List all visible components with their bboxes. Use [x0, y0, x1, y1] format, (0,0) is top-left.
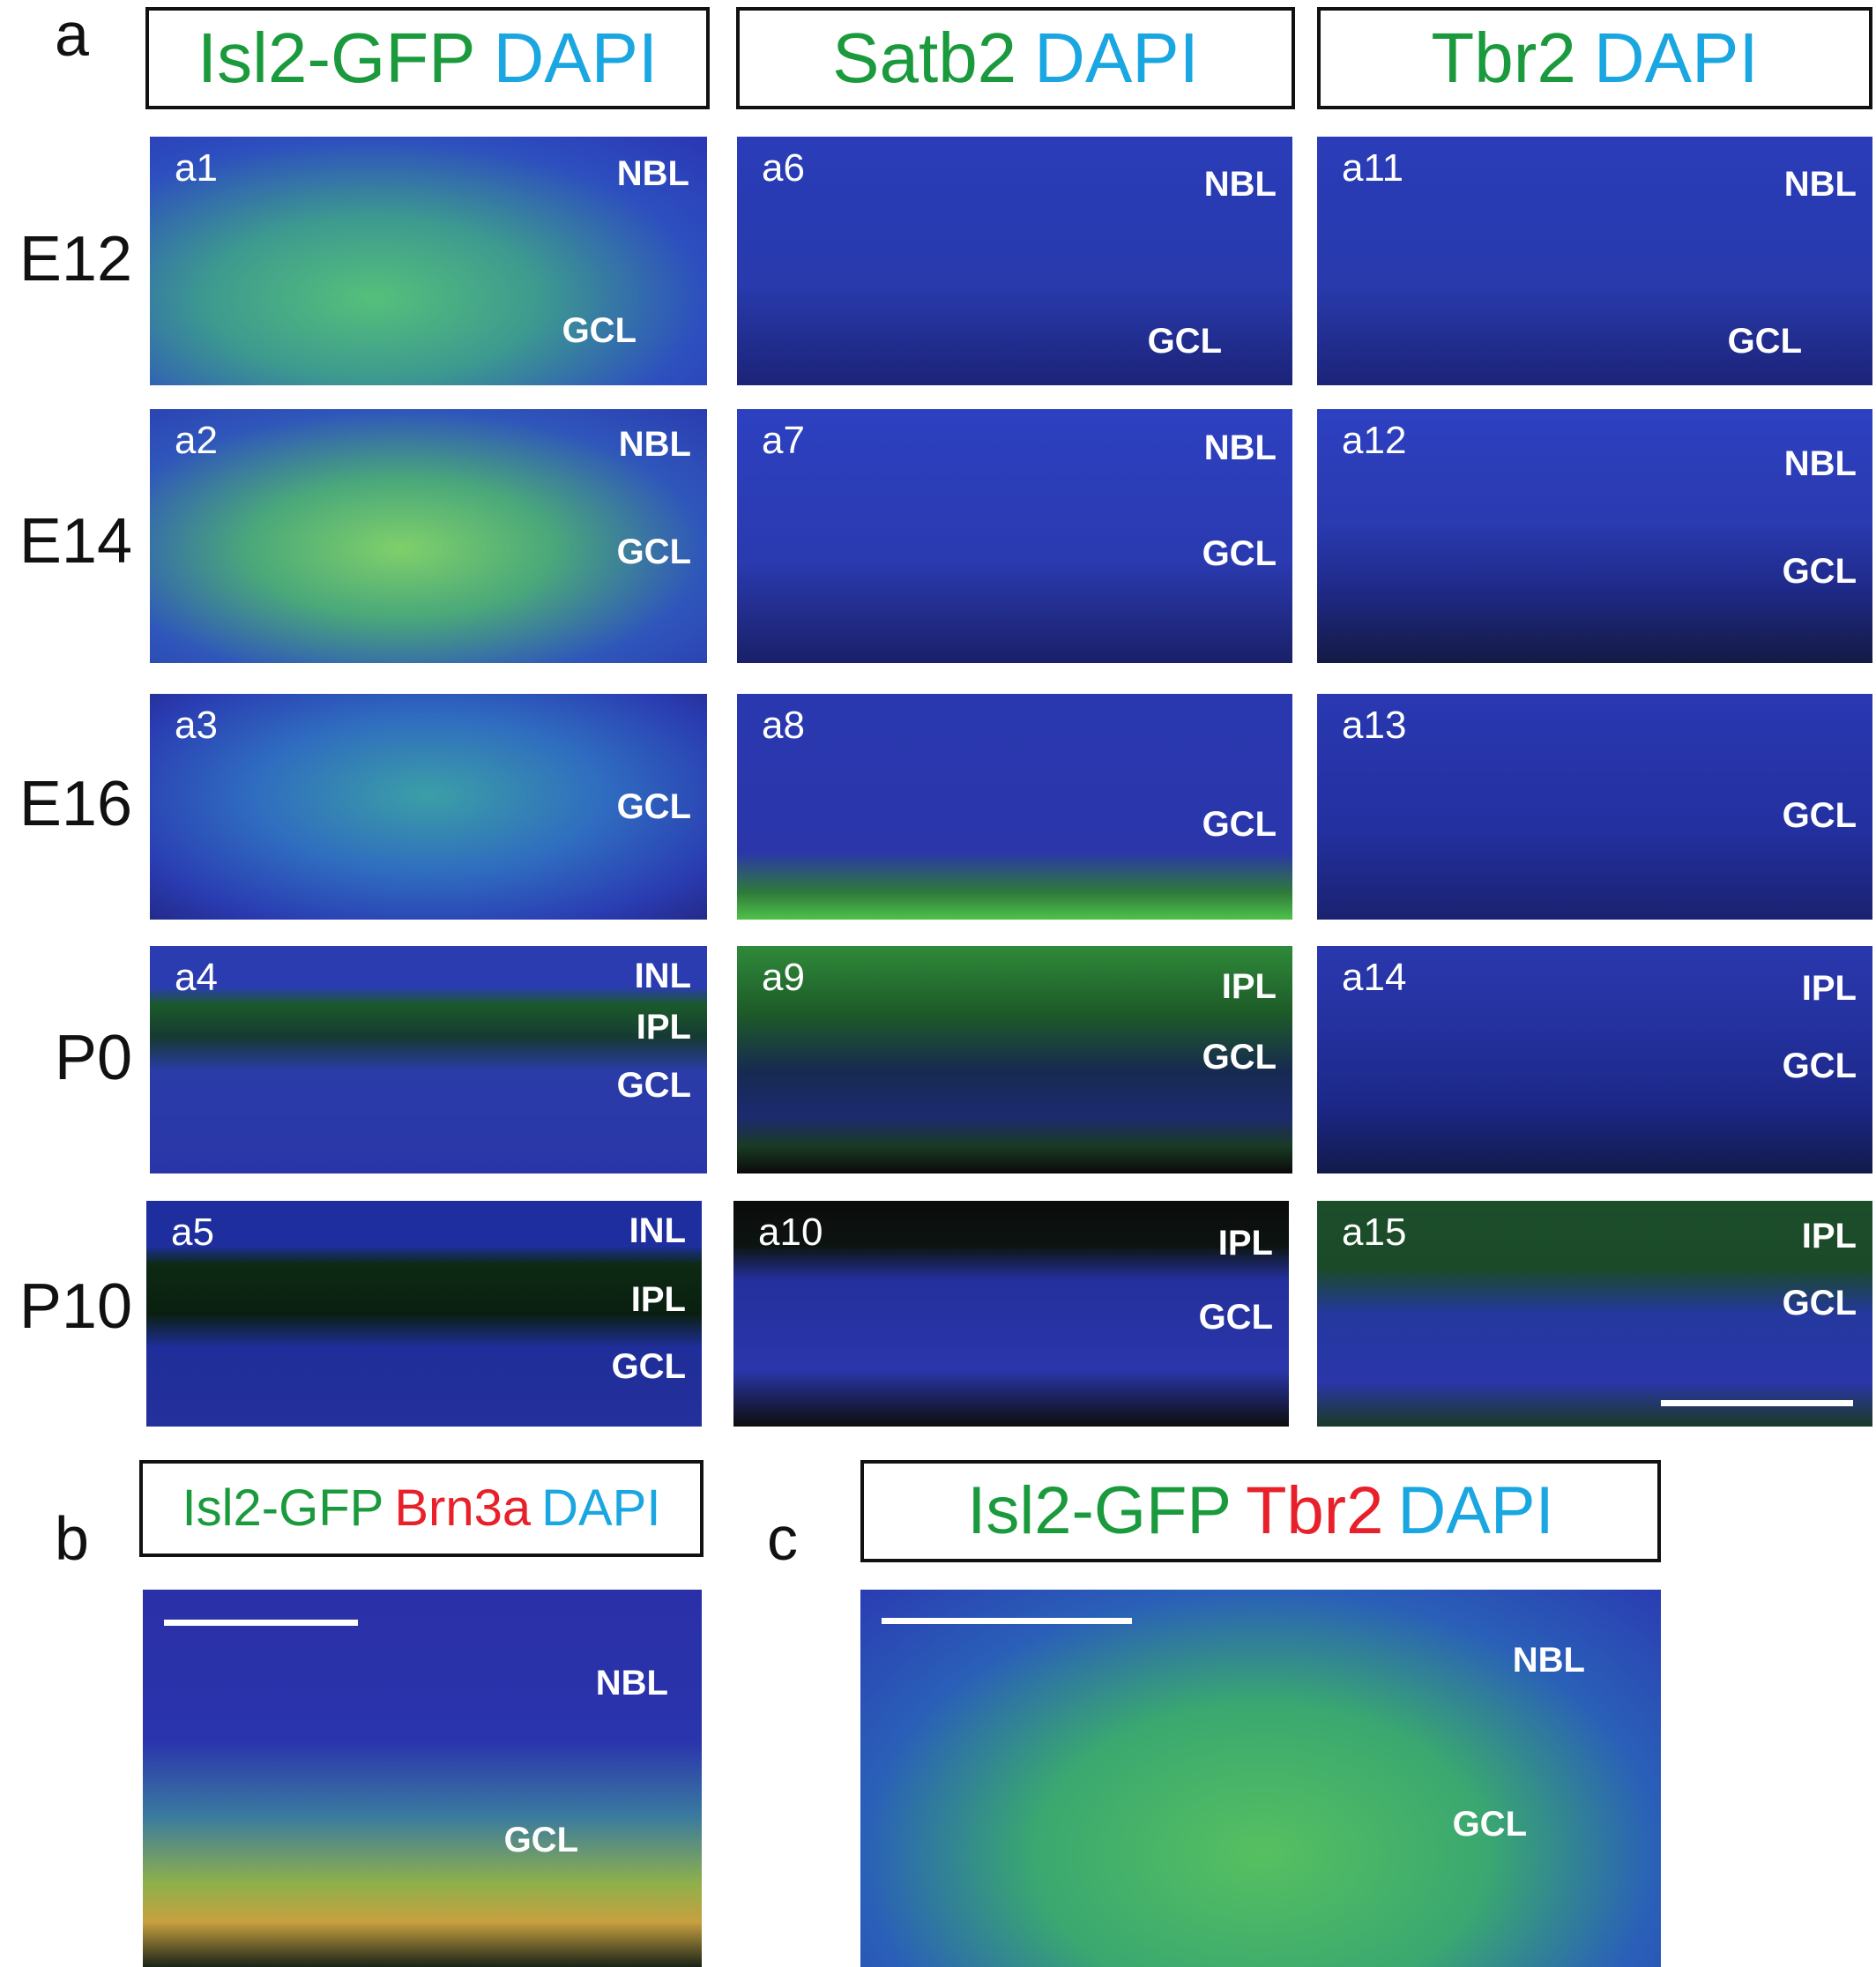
- micrograph-panel: a5 INL IPL GCL: [146, 1201, 702, 1427]
- header-marker: Isl2-GFP: [182, 1479, 384, 1537]
- panel-b-header: Isl2-GFP Brn3a DAPI: [139, 1460, 704, 1557]
- header-marker: Isl2-GFP: [197, 19, 476, 97]
- layer-label-nbl: NBL: [1783, 444, 1857, 483]
- row-label-p0: P0: [54, 1023, 132, 1093]
- micrograph-panel: a9 IPL GCL: [737, 946, 1292, 1173]
- layer-label-ipl: IPL: [1221, 967, 1277, 1006]
- column-header-tbr2: Tbr2 DAPI: [1317, 7, 1872, 109]
- layer-label-nbl: NBL: [595, 1664, 668, 1702]
- header-marker: Tbr2: [1431, 19, 1576, 97]
- header-marker-red: Brn3a: [394, 1479, 532, 1537]
- layer-label-ipl: IPL: [1801, 1217, 1857, 1255]
- scale-bar: [882, 1618, 1132, 1624]
- header-stain: DAPI: [1593, 19, 1759, 97]
- panel-id: a1: [175, 146, 218, 190]
- layer-label-gcl: GCL: [616, 533, 691, 571]
- micrograph-panel: a8 GCL: [737, 694, 1292, 920]
- micrograph-panel: a4 INL IPL GCL: [150, 946, 707, 1173]
- layer-label-gcl: GCL: [1202, 534, 1277, 573]
- scale-bar: [164, 1620, 358, 1626]
- panel-id: a15: [1342, 1211, 1407, 1254]
- layer-label-nbl: NBL: [1203, 428, 1277, 467]
- panel-label-c: c: [767, 1504, 798, 1573]
- layer-label-nbl: NBL: [1512, 1641, 1585, 1680]
- scale-bar: [1661, 1400, 1853, 1406]
- row-label-e14: E14: [19, 506, 132, 577]
- layer-label-gcl: GCL: [1782, 552, 1857, 591]
- panel-id: a5: [171, 1211, 214, 1254]
- layer-label-gcl: GCL: [1202, 1038, 1277, 1077]
- panel-id: a11: [1342, 146, 1404, 190]
- layer-label-nbl: NBL: [618, 425, 691, 464]
- header-marker: Satb2: [832, 19, 1017, 97]
- panel-id: a7: [762, 419, 805, 462]
- layer-label-gcl: GCL: [1782, 1284, 1857, 1323]
- row-label-e16: E16: [19, 769, 132, 839]
- layer-label-gcl: GCL: [616, 1066, 691, 1105]
- panel-label-a: a: [55, 0, 89, 69]
- micrograph-panel-b: NBL GCL: [143, 1590, 702, 1967]
- panel-label-b: b: [55, 1504, 89, 1573]
- micrograph-panel: a15 IPL GCL: [1317, 1201, 1872, 1427]
- layer-label-nbl: NBL: [616, 154, 689, 193]
- column-header-isl2: Isl2-GFP DAPI: [145, 7, 710, 109]
- layer-label-nbl: NBL: [1783, 165, 1857, 204]
- panel-id: a12: [1342, 419, 1407, 462]
- column-header-satb2: Satb2 DAPI: [736, 7, 1295, 109]
- micrograph-panel: a14 IPL GCL: [1317, 946, 1872, 1173]
- header-stain: DAPI: [541, 1479, 661, 1537]
- micrograph-panel: a10 IPL GCL: [733, 1201, 1289, 1427]
- panel-id: a4: [175, 956, 218, 999]
- row-label-p10: P10: [19, 1271, 132, 1342]
- header-stain: DAPI: [1397, 1473, 1554, 1548]
- layer-label-ipl: IPL: [630, 1280, 686, 1319]
- micrograph-panel-c: NBL GCL: [860, 1590, 1661, 1967]
- panel-c-header: Isl2-GFP Tbr2 DAPI: [860, 1460, 1661, 1562]
- header-marker-red: Tbr2: [1246, 1473, 1384, 1548]
- micrograph-panel: a12 NBL GCL: [1317, 409, 1872, 663]
- layer-label-gcl: GCL: [1727, 322, 1802, 361]
- layer-label-gcl: GCL: [611, 1347, 686, 1386]
- header-stain: DAPI: [1034, 19, 1199, 97]
- layer-label-inl: INL: [629, 1211, 686, 1250]
- micrograph-panel: a2 NBL GCL: [150, 409, 707, 663]
- layer-label-ipl: IPL: [1217, 1224, 1273, 1263]
- header-marker: Isl2-GFP: [967, 1473, 1232, 1548]
- layer-label-gcl: GCL: [1782, 1047, 1857, 1085]
- layer-label-ipl: IPL: [636, 1008, 691, 1047]
- micrograph-panel: a7 NBL GCL: [737, 409, 1292, 663]
- layer-label-gcl: GCL: [1202, 805, 1277, 844]
- panel-id: a8: [762, 704, 805, 747]
- panel-id: a2: [175, 419, 218, 462]
- layer-label-gcl: GCL: [616, 787, 691, 826]
- layer-label-gcl: GCL: [1452, 1805, 1527, 1844]
- layer-label-gcl: GCL: [1782, 796, 1857, 835]
- layer-label-gcl: GCL: [503, 1821, 578, 1859]
- layer-label-ipl: IPL: [1801, 969, 1857, 1008]
- layer-label-nbl: NBL: [1203, 165, 1277, 204]
- row-label-e12: E12: [19, 224, 132, 294]
- layer-label-gcl: GCL: [1147, 322, 1222, 361]
- panel-id: a9: [762, 956, 805, 999]
- layer-label-gcl: GCL: [562, 311, 636, 350]
- micrograph-panel: a11 NBL GCL: [1317, 137, 1872, 385]
- panel-id: a13: [1342, 704, 1407, 747]
- panel-id: a10: [758, 1211, 823, 1254]
- header-stain: DAPI: [493, 19, 659, 97]
- layer-label-gcl: GCL: [1198, 1298, 1273, 1337]
- panel-id: a3: [175, 704, 218, 747]
- micrograph-panel: a3 GCL: [150, 694, 707, 920]
- panel-id: a6: [762, 146, 805, 190]
- micrograph-panel: a1 NBL GCL: [150, 137, 707, 385]
- micrograph-panel: a13 GCL: [1317, 694, 1872, 920]
- panel-id: a14: [1342, 956, 1407, 999]
- micrograph-panel: a6 NBL GCL: [737, 137, 1292, 385]
- layer-label-inl: INL: [634, 957, 691, 995]
